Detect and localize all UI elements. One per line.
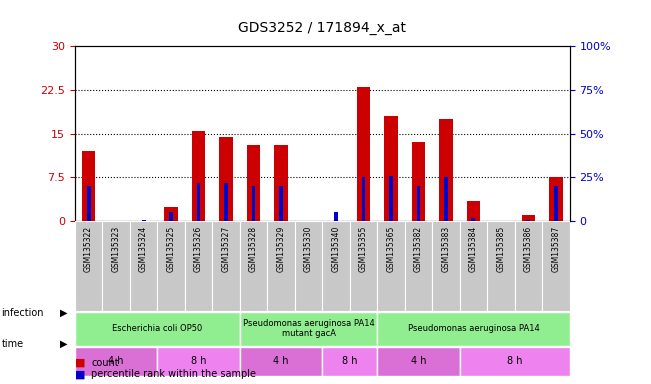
Text: GSM135384: GSM135384 bbox=[469, 226, 478, 272]
Text: time: time bbox=[1, 339, 23, 349]
Text: 8 h: 8 h bbox=[342, 356, 357, 366]
Bar bbox=[191, 131, 206, 221]
Bar bbox=[361, 177, 365, 221]
Bar bbox=[75, 347, 158, 376]
Text: GSM135383: GSM135383 bbox=[441, 226, 450, 272]
Bar bbox=[295, 221, 322, 311]
Bar bbox=[405, 221, 432, 311]
Text: infection: infection bbox=[1, 308, 44, 318]
Bar bbox=[158, 347, 240, 376]
Bar bbox=[279, 186, 283, 221]
Text: Escherichia coli OP50: Escherichia coli OP50 bbox=[112, 324, 202, 333]
Bar bbox=[197, 183, 201, 221]
Bar bbox=[169, 212, 173, 221]
Text: ▶: ▶ bbox=[60, 339, 68, 349]
Bar bbox=[240, 312, 377, 346]
Bar bbox=[87, 186, 90, 221]
Bar bbox=[251, 186, 255, 221]
Bar bbox=[224, 183, 228, 221]
Text: GDS3252 / 171894_x_at: GDS3252 / 171894_x_at bbox=[238, 21, 406, 35]
Bar bbox=[322, 347, 377, 376]
Text: ▶: ▶ bbox=[60, 308, 68, 318]
Bar bbox=[487, 221, 515, 311]
Bar bbox=[158, 221, 185, 311]
Text: 4 h: 4 h bbox=[273, 356, 289, 366]
Text: GSM135386: GSM135386 bbox=[524, 226, 533, 272]
Bar bbox=[417, 186, 421, 221]
Bar bbox=[185, 221, 212, 311]
Bar bbox=[542, 221, 570, 311]
Bar bbox=[75, 221, 102, 311]
Bar bbox=[82, 151, 96, 221]
Bar bbox=[334, 212, 338, 221]
Bar bbox=[322, 221, 350, 311]
Text: GSM135385: GSM135385 bbox=[497, 226, 505, 272]
Bar bbox=[460, 347, 570, 376]
Bar bbox=[357, 87, 370, 221]
Text: 8 h: 8 h bbox=[191, 356, 206, 366]
Text: Pseudomonas aeruginosa PA14
mutant gacA: Pseudomonas aeruginosa PA14 mutant gacA bbox=[243, 319, 374, 338]
Bar bbox=[350, 221, 377, 311]
Bar bbox=[467, 201, 480, 221]
Bar bbox=[389, 175, 393, 221]
Bar bbox=[384, 116, 398, 221]
Bar bbox=[247, 145, 260, 221]
Text: GSM135323: GSM135323 bbox=[111, 226, 120, 272]
Text: count: count bbox=[91, 358, 118, 368]
Bar bbox=[439, 119, 453, 221]
Bar bbox=[75, 312, 240, 346]
Text: 4 h: 4 h bbox=[411, 356, 426, 366]
Text: ■: ■ bbox=[75, 358, 85, 368]
Text: GSM135324: GSM135324 bbox=[139, 226, 148, 272]
Text: 8 h: 8 h bbox=[507, 356, 522, 366]
Bar bbox=[411, 142, 425, 221]
Text: GSM135330: GSM135330 bbox=[304, 226, 313, 272]
Bar bbox=[142, 220, 146, 221]
Bar bbox=[521, 215, 535, 221]
Text: GSM135326: GSM135326 bbox=[194, 226, 203, 272]
Bar bbox=[460, 221, 487, 311]
Text: GSM135328: GSM135328 bbox=[249, 226, 258, 272]
Text: GSM135327: GSM135327 bbox=[221, 226, 230, 272]
Text: GSM135325: GSM135325 bbox=[167, 226, 176, 272]
Text: Pseudomonas aeruginosa PA14: Pseudomonas aeruginosa PA14 bbox=[408, 324, 539, 333]
Bar bbox=[130, 221, 158, 311]
Text: ■: ■ bbox=[75, 369, 85, 379]
Text: GSM135365: GSM135365 bbox=[387, 226, 395, 272]
Bar bbox=[212, 221, 240, 311]
Bar bbox=[102, 221, 130, 311]
Text: GSM135382: GSM135382 bbox=[414, 226, 423, 272]
Bar bbox=[377, 347, 460, 376]
Text: percentile rank within the sample: percentile rank within the sample bbox=[91, 369, 256, 379]
Text: GSM135340: GSM135340 bbox=[331, 226, 340, 272]
Bar bbox=[240, 221, 268, 311]
Text: 4 h: 4 h bbox=[108, 356, 124, 366]
Text: GSM135355: GSM135355 bbox=[359, 226, 368, 272]
Bar bbox=[444, 177, 448, 221]
Bar bbox=[432, 221, 460, 311]
Text: GSM135322: GSM135322 bbox=[84, 226, 93, 272]
Text: GSM135329: GSM135329 bbox=[277, 226, 286, 272]
Bar bbox=[164, 207, 178, 221]
Bar bbox=[554, 186, 558, 221]
Bar bbox=[274, 145, 288, 221]
Bar bbox=[219, 137, 233, 221]
Text: GSM135387: GSM135387 bbox=[551, 226, 561, 272]
Bar bbox=[377, 312, 570, 346]
Bar bbox=[549, 177, 562, 221]
Bar bbox=[471, 218, 475, 221]
Bar bbox=[377, 221, 405, 311]
Bar bbox=[515, 221, 542, 311]
Bar bbox=[268, 221, 295, 311]
Bar bbox=[527, 220, 531, 221]
Bar bbox=[240, 347, 322, 376]
